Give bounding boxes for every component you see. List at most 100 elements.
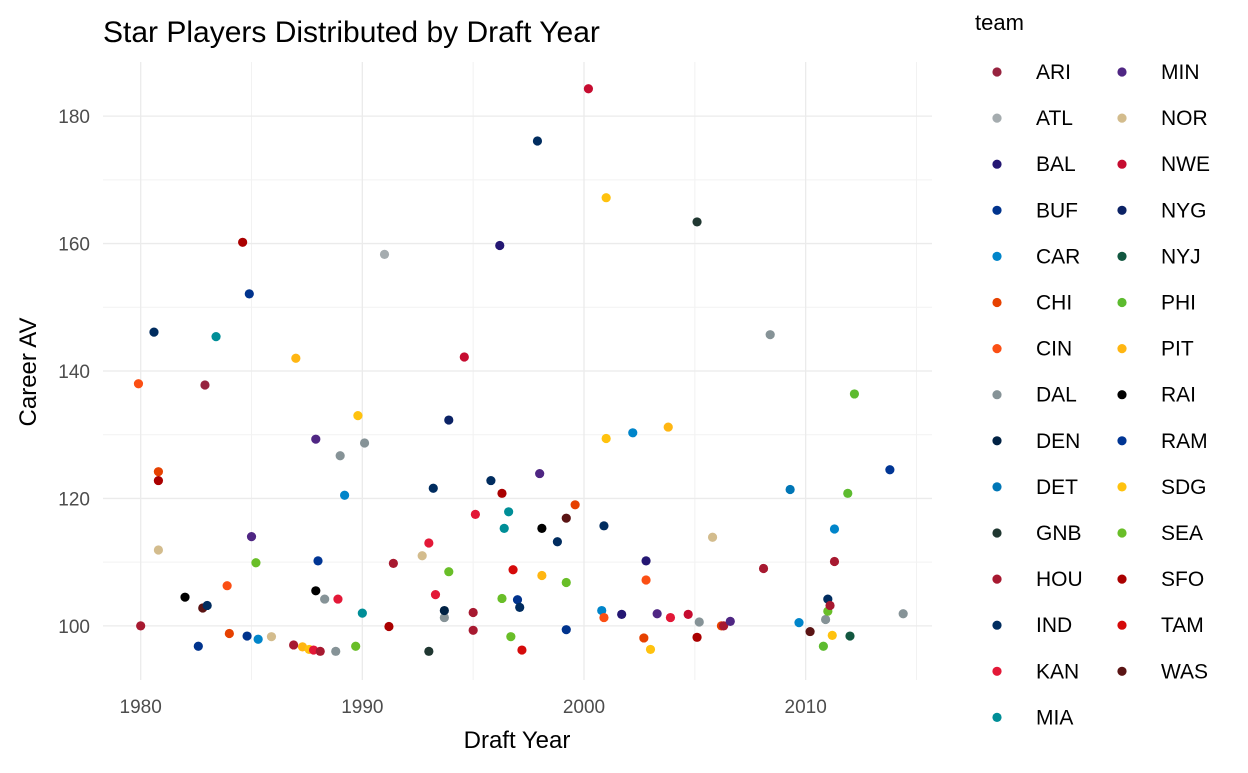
data-point-den <box>439 605 449 616</box>
data-point-ind <box>515 602 525 612</box>
x-tick-label: 1980 <box>120 697 162 718</box>
data-point-nor <box>417 551 427 561</box>
data-point-sea <box>497 593 507 604</box>
data-point-chi <box>570 500 580 510</box>
legend-label: DET <box>1036 476 1078 499</box>
chart-title: Star Players Distributed by Draft Year <box>103 16 600 49</box>
data-point-kan <box>470 509 480 519</box>
legend-key <box>1117 205 1127 215</box>
data-point-nwe <box>583 84 594 94</box>
data-point-buf <box>193 641 203 651</box>
data-point-car <box>340 490 350 500</box>
data-point-car <box>829 524 840 534</box>
data-point-kan <box>430 590 441 600</box>
y-tick-label: 140 <box>58 362 90 383</box>
legend-item-phi: PHI <box>1117 292 1196 315</box>
y-axis-label: Career AV <box>15 318 42 427</box>
data-point-hou <box>315 646 325 656</box>
data-point-car <box>597 605 607 616</box>
data-point-bal <box>641 556 651 566</box>
data-point-pit <box>663 422 673 432</box>
legend-key <box>992 620 1002 630</box>
data-point-nor <box>153 545 164 555</box>
y-tick-label: 160 <box>58 235 90 256</box>
x-tick-label: 1990 <box>341 697 383 718</box>
legend-label: SFO <box>1161 568 1204 591</box>
data-point-dal <box>765 330 775 340</box>
data-point-min <box>246 532 257 542</box>
data-point-ind <box>532 136 543 146</box>
legend-key <box>992 113 1002 123</box>
data-point-tam <box>517 645 527 655</box>
data-point-sea <box>351 641 361 651</box>
data-point-hou <box>758 563 769 574</box>
data-point-nyj <box>845 631 855 641</box>
legend-label: HOU <box>1036 568 1083 591</box>
data-point-phi <box>849 389 860 399</box>
data-point-chi <box>153 467 164 477</box>
legend-item-den: DEN <box>992 430 1080 453</box>
legend-label: RAM <box>1161 430 1208 453</box>
legend-key <box>1117 159 1127 169</box>
data-point-rai <box>180 592 190 602</box>
data-point-ind <box>552 537 562 547</box>
legend: ARI ATL BAL BUF CAR CHI CIN DAL DEN DET GNB HOU IND K… <box>992 61 1210 729</box>
legend-label: NWE <box>1161 153 1210 176</box>
data-point-det <box>785 484 795 495</box>
data-point-sfo <box>153 475 164 486</box>
y-axis-tick-labels: 100 120 140 160 180 <box>58 107 90 638</box>
data-point-car <box>253 634 263 644</box>
legend-label: CAR <box>1036 245 1080 268</box>
legend-key <box>992 574 1002 584</box>
data-point-car <box>628 428 638 438</box>
legend-item-hou: HOU <box>992 568 1083 591</box>
legend-label: BAL <box>1036 153 1076 176</box>
data-point-atl <box>379 249 390 260</box>
data-point-dal <box>320 594 330 604</box>
data-point-cin <box>599 612 609 623</box>
data-point-sdg <box>827 630 837 641</box>
legend-item-car: CAR <box>992 245 1080 268</box>
data-point-dal <box>898 609 908 619</box>
data-point-sdg <box>601 433 611 444</box>
data-point-sea <box>561 577 571 588</box>
data-point-sdg <box>601 193 611 203</box>
data-point-ind <box>428 483 438 493</box>
data-point-min <box>535 468 545 479</box>
data-point-ind <box>486 475 496 486</box>
data-point-kan <box>424 538 434 548</box>
data-point-mia <box>357 608 367 618</box>
legend-key <box>1117 344 1127 354</box>
legend-label: SDG <box>1161 476 1207 499</box>
legend-label: NYG <box>1161 199 1207 222</box>
y-tick-label: 180 <box>58 107 90 128</box>
legend-key <box>992 67 1002 77</box>
legend-item-bal: BAL <box>992 153 1076 176</box>
data-point-chi <box>224 628 234 639</box>
legend-key <box>992 344 1002 354</box>
legend-item-ari: ARI <box>992 61 1071 84</box>
legend-title: team <box>975 10 1024 35</box>
legend-key <box>992 205 1002 215</box>
data-point-nor <box>707 532 718 542</box>
legend-label: BUF <box>1036 199 1078 222</box>
data-point-sfo <box>497 488 507 498</box>
legend-key <box>1117 436 1127 446</box>
data-point-ram <box>313 556 323 566</box>
data-point-dal <box>331 646 341 656</box>
legend-item-nwe: NWE <box>1117 153 1210 176</box>
data-point-phi <box>818 641 828 651</box>
legend-key <box>1117 528 1127 538</box>
data-point-ari <box>200 380 210 390</box>
data-point-ind <box>599 521 609 531</box>
legend-label: PIT <box>1161 338 1194 361</box>
legend-label: TAM <box>1161 614 1204 637</box>
legend-label: MIN <box>1161 61 1200 84</box>
data-point-gnb <box>692 217 702 227</box>
data-point-sfo <box>692 632 702 642</box>
data-point-was <box>805 626 815 637</box>
data-point-tam <box>508 565 518 575</box>
data-point-hou <box>136 621 146 631</box>
data-point-nwe <box>683 609 693 619</box>
legend-label: RAI <box>1161 384 1196 407</box>
